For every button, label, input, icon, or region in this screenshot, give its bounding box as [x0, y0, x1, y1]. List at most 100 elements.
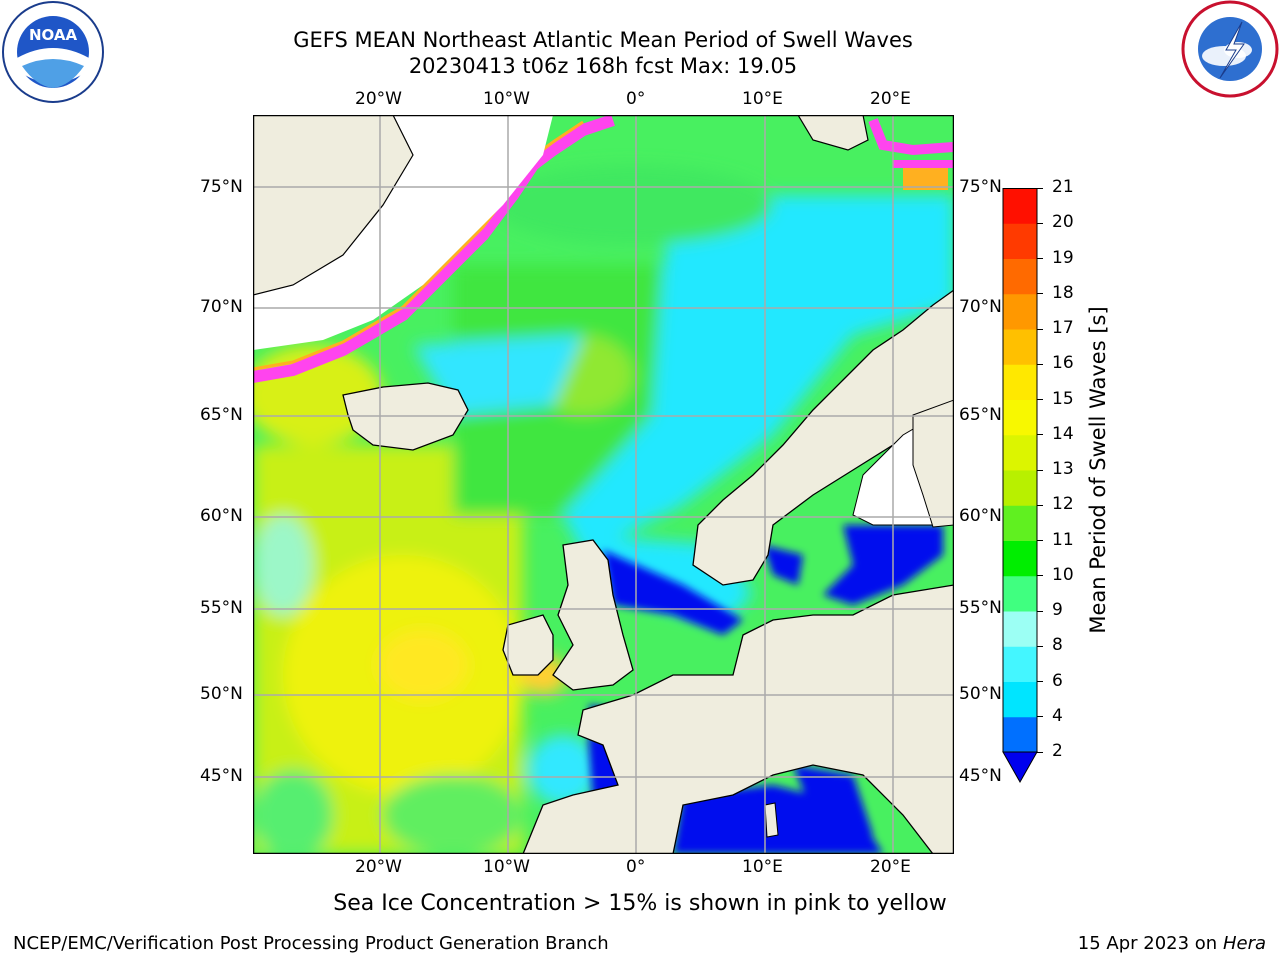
colorbar-tick-mark [1037, 504, 1043, 506]
lon-label-top-10w: 10°W [483, 89, 530, 109]
colorbar-tick-label: 9 [1052, 600, 1063, 620]
colorbar-tick-mark [1037, 645, 1043, 647]
colorbar-swatches [1002, 188, 1038, 784]
colorbar-tick-label: 21 [1052, 177, 1074, 197]
lon-label-bottom-20w: 20°W [355, 857, 402, 877]
colorbar-tick-mark [1037, 716, 1043, 718]
colorbar-tick-label: 8 [1052, 635, 1063, 656]
map-frame [252, 114, 955, 855]
colorbar-swatch [1003, 223, 1037, 259]
colorbar-swatch [1003, 505, 1037, 541]
colorbar-swatch [1003, 540, 1037, 577]
map-canvas [243, 114, 955, 860]
scandinavia-land [692, 288, 955, 586]
lat-label-right-65n: 65°N [959, 405, 1002, 425]
lon-label-bottom-10e: 10°E [742, 857, 783, 877]
nws-logo [1180, 0, 1280, 100]
lon-label-top-10e: 10°E [742, 89, 783, 109]
lat-label-left-65n: 65°N [200, 405, 243, 425]
colorbar-swatch [1003, 470, 1037, 506]
noaa-logo: NOAA [0, 0, 106, 106]
colorbar-swatch [1003, 399, 1037, 436]
sea-ice-note: Sea Ice Concentration > 15% is shown in … [333, 891, 947, 916]
colorbar-swatch [1003, 188, 1037, 224]
colorbar-extend-arrow [1002, 751, 1038, 784]
colorbar-tick-label: 10 [1052, 564, 1074, 585]
sea-ice [251, 114, 954, 383]
colorbar-swatch [1003, 258, 1037, 295]
europe-land [522, 584, 955, 855]
colorbar-swatch [1003, 364, 1037, 400]
colorbar-tick-label: 11 [1052, 529, 1074, 550]
map-subtitle: 20230413 t06z 168h fcst Max: 19.05 [408, 54, 798, 78]
greenland-land [252, 114, 414, 296]
britain-land [552, 539, 634, 691]
colorbar-swatch [1003, 575, 1037, 612]
colorbar-swatch [1003, 611, 1037, 647]
colorbar-swatch [1003, 329, 1037, 365]
footer-date-text: 15 Apr 2023 on [1077, 933, 1223, 954]
colorbar-tick-mark [1037, 363, 1043, 365]
colorbar-tick-mark [1037, 399, 1043, 400]
colorbar-tick-label: 2 [1052, 741, 1063, 761]
colorbar-tick-mark [1037, 222, 1043, 224]
colorbar-swatch [1003, 293, 1037, 330]
nws-logo-icon [1181, 0, 1279, 98]
colorbar-swatch [1003, 716, 1037, 753]
lat-label-left-70n: 70°N [200, 297, 243, 317]
colorbar-tick-mark [1037, 434, 1043, 436]
colorbar-tick-label: 17 [1052, 318, 1074, 338]
lat-label-left-55n: 55°N [200, 598, 243, 618]
colorbar-tick-label: 14 [1052, 423, 1074, 444]
lon-label-top-0: 0° [626, 89, 646, 109]
lat-label-right-55n: 55°N [959, 598, 1002, 618]
colorbar-tick-mark [1037, 328, 1043, 330]
colorbar-tick-label: 16 [1052, 353, 1074, 374]
colorbar-swatch [1003, 434, 1037, 471]
colorbar [1002, 188, 1038, 784]
colorbar-tick-label: 19 [1052, 247, 1074, 268]
colorbar-tick-mark [1037, 540, 1043, 541]
colorbar-tick-label: 15 [1052, 388, 1074, 409]
svg-text:NOAA: NOAA [29, 26, 78, 44]
lon-label-bottom-20e: 20°E [870, 857, 911, 877]
noaa-logo-icon: NOAA [2, 1, 104, 103]
colorbar-tick-label: 18 [1052, 282, 1074, 303]
lat-label-left-60n: 60°N [200, 506, 243, 526]
lat-label-right-45n: 45°N [959, 766, 1002, 786]
short-period-areas [588, 525, 943, 854]
lat-label-left-75n: 75°N [200, 177, 243, 197]
colorbar-tick-mark [1037, 751, 1043, 753]
colorbar-tick-label: 6 [1052, 670, 1063, 691]
colorbar-tick-mark [1037, 575, 1043, 577]
sardinia-land [764, 802, 779, 838]
colorbar-tick-mark [1037, 187, 1043, 189]
colorbar-tick-label: 13 [1052, 459, 1074, 479]
colorbar-tick-mark [1037, 610, 1043, 612]
lon-label-top-20w: 20°W [355, 89, 402, 109]
lon-label-bottom-0: 0° [626, 857, 646, 877]
lat-label-left-50n: 50°N [200, 684, 243, 704]
footer-date: 15 Apr 2023 on Hera [1078, 933, 1266, 954]
colorbar-label: Mean Period of Swell Waves [s] [1086, 306, 1110, 634]
lat-label-right-75n: 75°N [959, 177, 1002, 197]
map-area [243, 114, 955, 860]
footer-host: Hera [1222, 933, 1266, 954]
lat-label-right-50n: 50°N [959, 684, 1002, 704]
map-title: GEFS MEAN Northeast Atlantic Mean Period… [293, 28, 913, 52]
graticule [253, 115, 954, 854]
lon-label-top-20e: 20°E [870, 89, 911, 109]
ireland-land [502, 614, 554, 676]
colorbar-tick-label: 20 [1052, 212, 1074, 233]
colorbar-tick-mark [1037, 681, 1043, 682]
lat-label-right-60n: 60°N [959, 506, 1002, 526]
colorbar-tick-label: 4 [1052, 705, 1063, 726]
footer-branch: NCEP/EMC/Verification Post Processing Pr… [13, 933, 609, 954]
colorbar-swatch [1003, 646, 1037, 682]
lon-label-bottom-10w: 10°W [483, 857, 530, 877]
lat-label-right-70n: 70°N [959, 297, 1002, 317]
lat-label-left-45n: 45°N [200, 766, 243, 786]
colorbar-tick-label: 12 [1052, 494, 1074, 515]
colorbar-tick-mark [1037, 293, 1043, 295]
colorbar-tick-mark [1037, 258, 1043, 259]
